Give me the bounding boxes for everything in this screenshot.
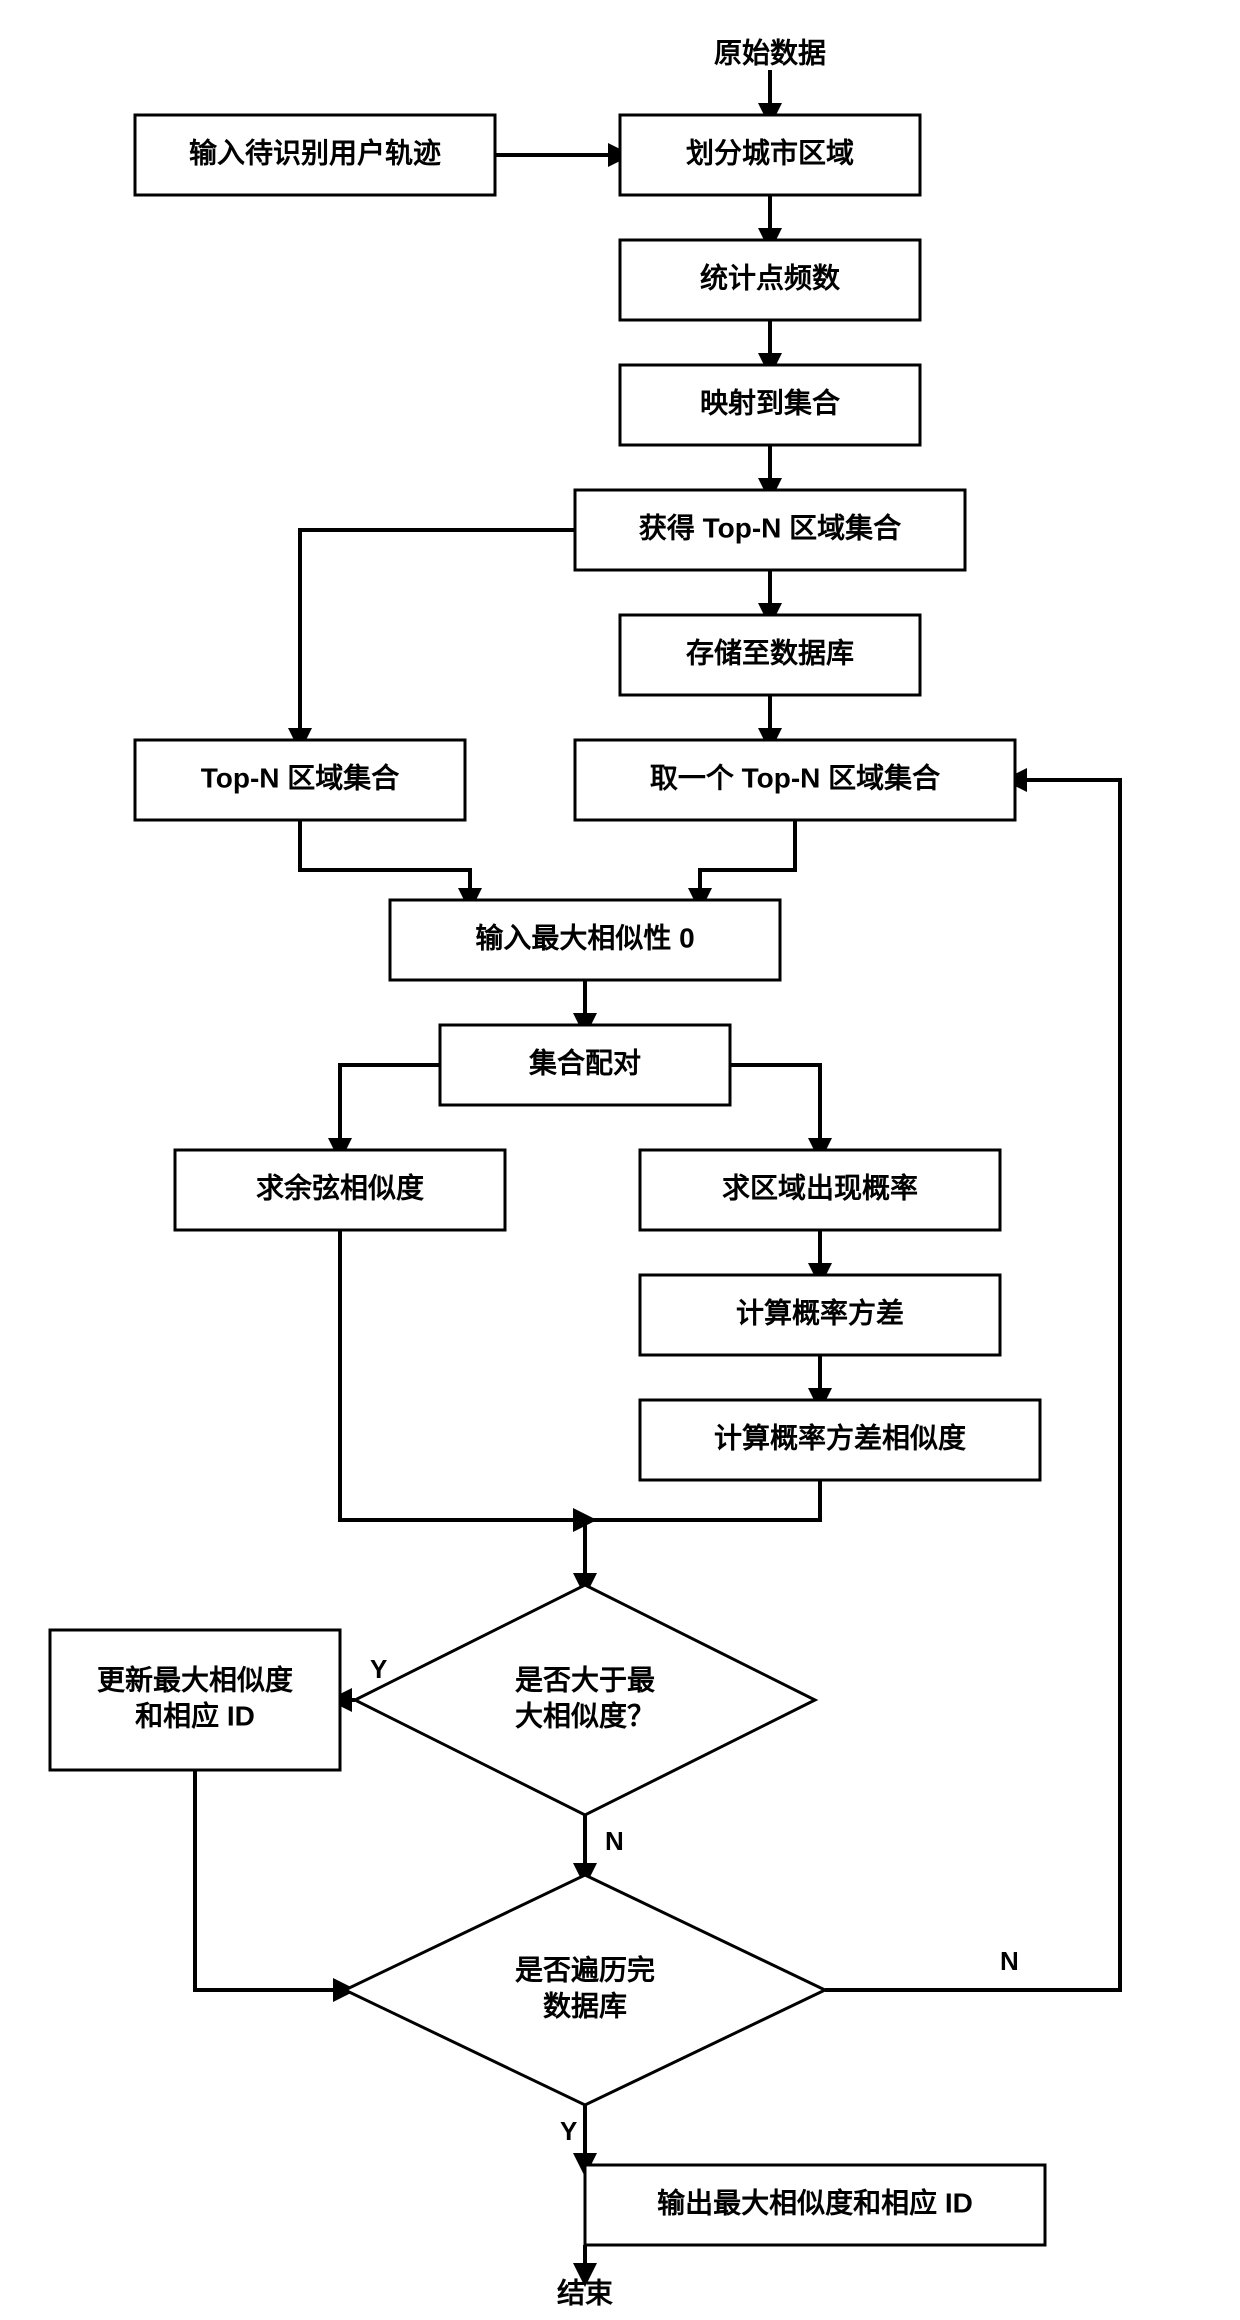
svg-text:和相应 ID: 和相应 ID [135, 1699, 255, 1731]
edge-15 [340, 1230, 585, 1520]
edge-label-18: Y [370, 1654, 387, 1684]
flowchart-canvas: Y N N Y 原始数据输入待识别用户轨迹 划分城市区域统计点频数映射到集合获得 Top-… [0, 0, 1240, 2320]
edge-label-22: Y [560, 2116, 577, 2146]
svg-text:原始数据: 原始数据 [714, 37, 826, 68]
svg-text:划分城市区域: 划分城市区域 [686, 136, 854, 168]
svg-text:获得 Top-N 区域集合: 获得 Top-N 区域集合 [639, 511, 902, 543]
node-dec1: 是否大于最大相似度？ [355, 1585, 815, 1815]
edge-21 [825, 780, 1120, 1990]
svg-text:输出最大相似度和相应 ID: 输出最大相似度和相应 ID [657, 2186, 973, 2218]
svg-text:数据库: 数据库 [543, 1990, 627, 2021]
svg-text:统计点频数: 统计点频数 [700, 261, 841, 293]
svg-text:更新最大相似度: 更新最大相似度 [97, 1664, 293, 1695]
svg-text:取一个 Top-N 区域集合: 取一个 Top-N 区域集合 [650, 761, 941, 793]
svg-text:求余弦相似度: 求余弦相似度 [256, 1171, 424, 1203]
node-divide_city: 划分城市区域 [620, 115, 920, 195]
node-dec2: 是否遍历完数据库 [345, 1875, 825, 2105]
node-var_sim: 计算概率方差相似度 [640, 1400, 1040, 1480]
edge-9 [700, 820, 795, 900]
svg-text:存储至数据库: 存储至数据库 [686, 636, 854, 668]
node-store_db: 存储至数据库 [620, 615, 920, 695]
node-take_one: 取一个 Top-N 区域集合 [575, 740, 1015, 820]
node-input_traj: 输入待识别用户轨迹 [135, 115, 495, 195]
node-count_freq: 统计点频数 [620, 240, 920, 320]
node-topn_set: Top-N 区域集合 [135, 740, 465, 820]
edge-11 [340, 1065, 440, 1150]
edge-label-19: N [605, 1826, 624, 1856]
svg-text:求区域出现概率: 求区域出现概率 [722, 1171, 918, 1203]
edge-20 [195, 1770, 345, 1990]
svg-text:集合配对: 集合配对 [528, 1046, 641, 1078]
svg-text:大相似度？: 大相似度？ [515, 1700, 655, 1731]
node-update: 更新最大相似度和相应 ID [50, 1630, 340, 1770]
node-calc_var: 计算概率方差 [640, 1275, 1000, 1355]
node-map_set: 映射到集合 [620, 365, 920, 445]
svg-text:是否大于最: 是否大于最 [515, 1664, 655, 1695]
svg-text:输入待识别用户轨迹: 输入待识别用户轨迹 [189, 136, 441, 168]
edge-12 [730, 1065, 820, 1150]
edge-label-21: N [1000, 1946, 1019, 1976]
svg-text:映射到集合: 映射到集合 [700, 386, 841, 418]
edge-7 [300, 530, 575, 740]
svg-text:Top-N 区域集合: Top-N 区域集合 [201, 761, 401, 793]
svg-text:计算概率方差相似度: 计算概率方差相似度 [714, 1421, 966, 1453]
svg-text:是否遍历完: 是否遍历完 [515, 1953, 655, 1985]
node-raw: 原始数据 [714, 37, 826, 68]
node-output: 输出最大相似度和相应 ID [585, 2165, 1045, 2245]
edge-16 [585, 1480, 820, 1520]
svg-text:输入最大相似性 0: 输入最大相似性 0 [475, 921, 694, 953]
node-cos_sim: 求余弦相似度 [175, 1150, 505, 1230]
node-init_sim: 输入最大相似性 0 [390, 900, 780, 980]
node-area_prob: 求区域出现概率 [640, 1150, 1000, 1230]
node-get_topn: 获得 Top-N 区域集合 [575, 490, 965, 570]
edge-8 [300, 820, 470, 900]
node-end: 结束 [557, 2277, 613, 2308]
node-pair: 集合配对 [440, 1025, 730, 1105]
svg-text:结束: 结束 [557, 2277, 613, 2308]
svg-text:计算概率方差: 计算概率方差 [736, 1296, 904, 1328]
